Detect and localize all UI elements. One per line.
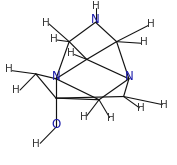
- Text: H: H: [50, 34, 58, 44]
- Text: H: H: [160, 100, 168, 110]
- Text: H: H: [67, 48, 75, 58]
- Text: H: H: [107, 113, 115, 123]
- Text: N: N: [91, 13, 100, 26]
- Text: H: H: [147, 19, 155, 29]
- Text: H: H: [80, 112, 88, 122]
- Text: H: H: [92, 1, 99, 11]
- Text: H: H: [140, 37, 148, 47]
- Text: N: N: [52, 70, 60, 83]
- Text: N: N: [124, 70, 133, 83]
- Text: H: H: [12, 85, 19, 95]
- Text: H: H: [5, 64, 12, 74]
- Text: H: H: [42, 18, 49, 28]
- Text: H: H: [137, 103, 145, 113]
- Text: H: H: [32, 139, 40, 149]
- Text: O: O: [51, 118, 61, 131]
